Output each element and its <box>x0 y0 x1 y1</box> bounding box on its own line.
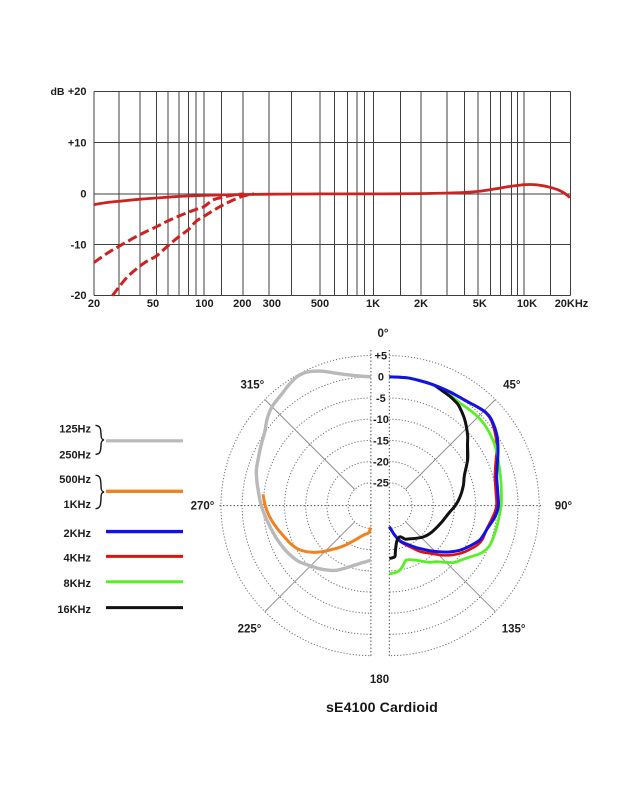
svg-text:10K: 10K <box>517 298 537 310</box>
svg-text:4KHz: 4KHz <box>63 553 91 565</box>
svg-text:-10: -10 <box>373 414 389 426</box>
svg-text:0: 0 <box>80 189 86 201</box>
svg-text:45°: 45° <box>503 379 521 391</box>
svg-text:270°: 270° <box>191 501 215 513</box>
svg-text:-15: -15 <box>373 435 389 447</box>
svg-text:0: 0 <box>378 372 384 384</box>
svg-text:135°: 135° <box>502 623 526 635</box>
svg-text:0°: 0° <box>378 328 389 340</box>
svg-text:+5: +5 <box>375 351 388 363</box>
svg-text:5K: 5K <box>473 298 487 310</box>
svg-text:125Hz: 125Hz <box>59 424 91 436</box>
svg-text:50: 50 <box>147 298 159 310</box>
svg-text:16KHz: 16KHz <box>57 604 91 616</box>
svg-text:20KHz: 20KHz <box>555 298 589 310</box>
svg-text:200: 200 <box>233 298 251 310</box>
svg-text:500Hz: 500Hz <box>59 474 91 486</box>
svg-text:20: 20 <box>88 298 100 310</box>
svg-text:100: 100 <box>195 298 213 310</box>
svg-text:+20: +20 <box>68 86 87 98</box>
svg-text:2K: 2K <box>414 298 428 310</box>
svg-text:250Hz: 250Hz <box>59 449 91 461</box>
svg-text:sE4100 Cardioid: sE4100 Cardioid <box>326 700 438 716</box>
svg-text:180: 180 <box>370 674 389 686</box>
svg-text:1KHz: 1KHz <box>63 499 91 511</box>
svg-text:-25: -25 <box>373 478 389 490</box>
svg-text:8KHz: 8KHz <box>63 578 91 590</box>
svg-text:315°: 315° <box>241 379 265 391</box>
svg-text:-20: -20 <box>373 457 389 469</box>
svg-text:90°: 90° <box>555 501 573 513</box>
svg-text:+10: +10 <box>68 137 87 149</box>
svg-text:225°: 225° <box>238 623 262 635</box>
svg-text:dB: dB <box>51 86 65 98</box>
svg-text:-5: -5 <box>376 393 386 405</box>
svg-text:-20: -20 <box>71 290 87 302</box>
svg-text:300: 300 <box>263 298 281 310</box>
svg-text:500: 500 <box>311 298 329 310</box>
svg-text:-10: -10 <box>71 240 87 252</box>
svg-text:1K: 1K <box>366 298 380 310</box>
svg-text:2KHz: 2KHz <box>63 528 91 540</box>
